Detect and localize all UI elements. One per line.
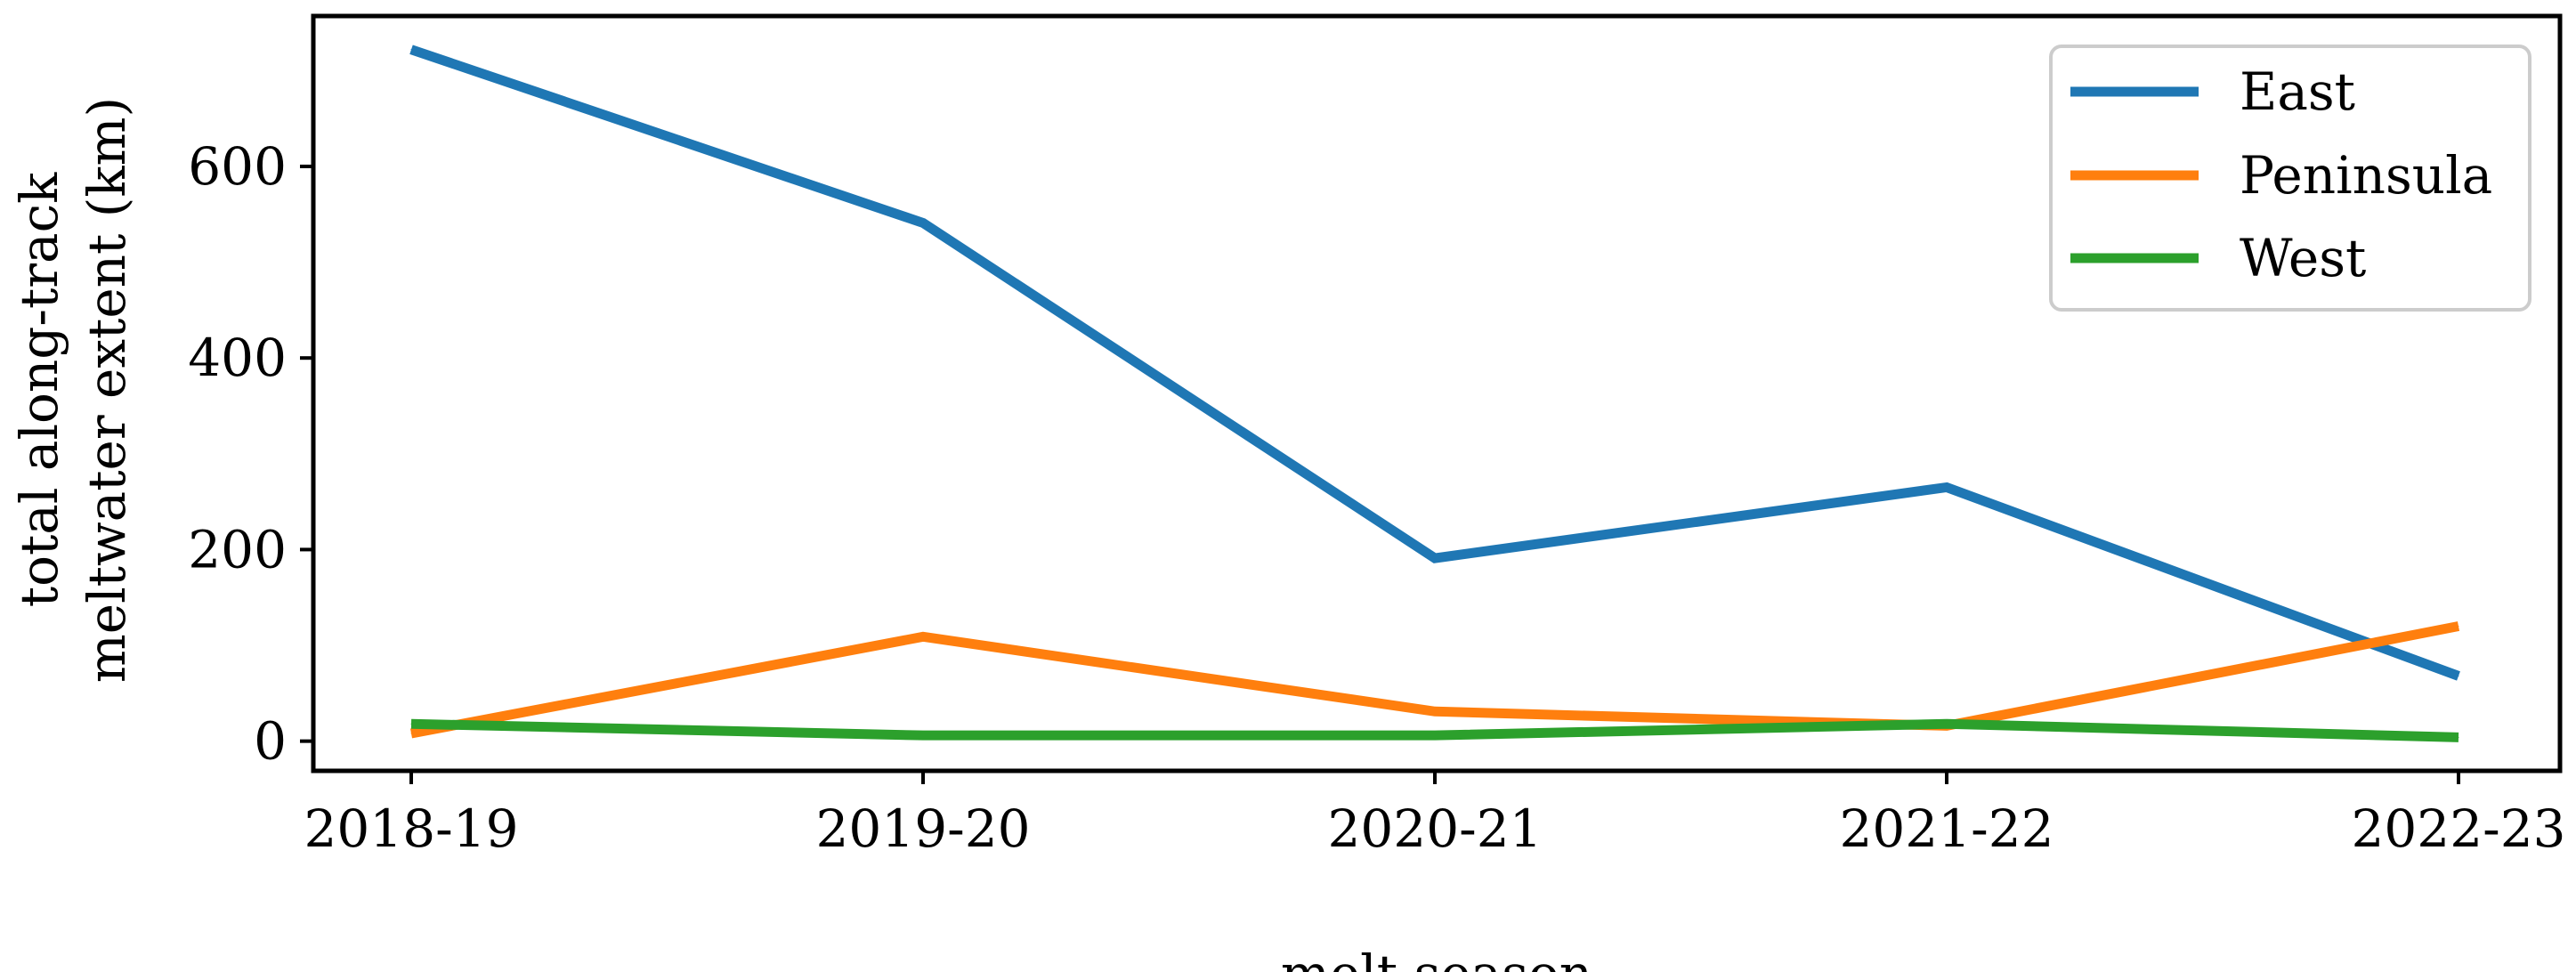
y-axis-title: total along-track meltwater extent (km)	[9, 97, 137, 683]
data-point-west-2	[1434, 734, 1436, 736]
x-axis: 2018-19 2019-20 2020-21 2021-22 2022-23	[304, 771, 2566, 859]
data-point-west-1	[922, 734, 924, 736]
x-axis-title: melt season	[1281, 944, 1592, 972]
legend: East Peninsula West	[2049, 45, 2531, 312]
data-point-peninsula-0	[410, 733, 412, 734]
data-point-peninsula-2	[1434, 710, 1436, 712]
data-point-peninsula-1	[922, 636, 924, 637]
y-tick-label: 400	[188, 328, 287, 388]
y-tick-label: 600	[188, 136, 287, 197]
y-tick-label: 200	[188, 519, 287, 579]
legend-box	[2049, 45, 2531, 312]
y-axis-title-line-2: meltwater extent (km)	[77, 97, 137, 683]
y-tick-label: 0	[254, 711, 287, 772]
x-tick-label: 2021-22	[1839, 798, 2054, 859]
x-tick-label: 2018-19	[304, 798, 518, 859]
legend-label-east: East	[2240, 61, 2355, 122]
y-axis: 0 200 400 600	[188, 136, 313, 772]
data-point-east-0	[410, 49, 412, 51]
x-tick-label: 2019-20	[815, 798, 1030, 859]
y-axis-title-line-1: total along-track	[9, 172, 69, 607]
x-tick-label: 2022-23	[2351, 798, 2565, 859]
x-tick-label: 2020-21	[1327, 798, 1542, 859]
data-point-east-2	[1434, 557, 1436, 559]
data-point-west-0	[410, 723, 412, 725]
data-point-east-3	[1946, 486, 1948, 488]
legend-label-west: West	[2240, 228, 2366, 288]
series-layer	[409, 45, 2460, 742]
data-point-west-3	[1946, 723, 1948, 725]
legend-label-peninsula: Peninsula	[2240, 145, 2492, 206]
